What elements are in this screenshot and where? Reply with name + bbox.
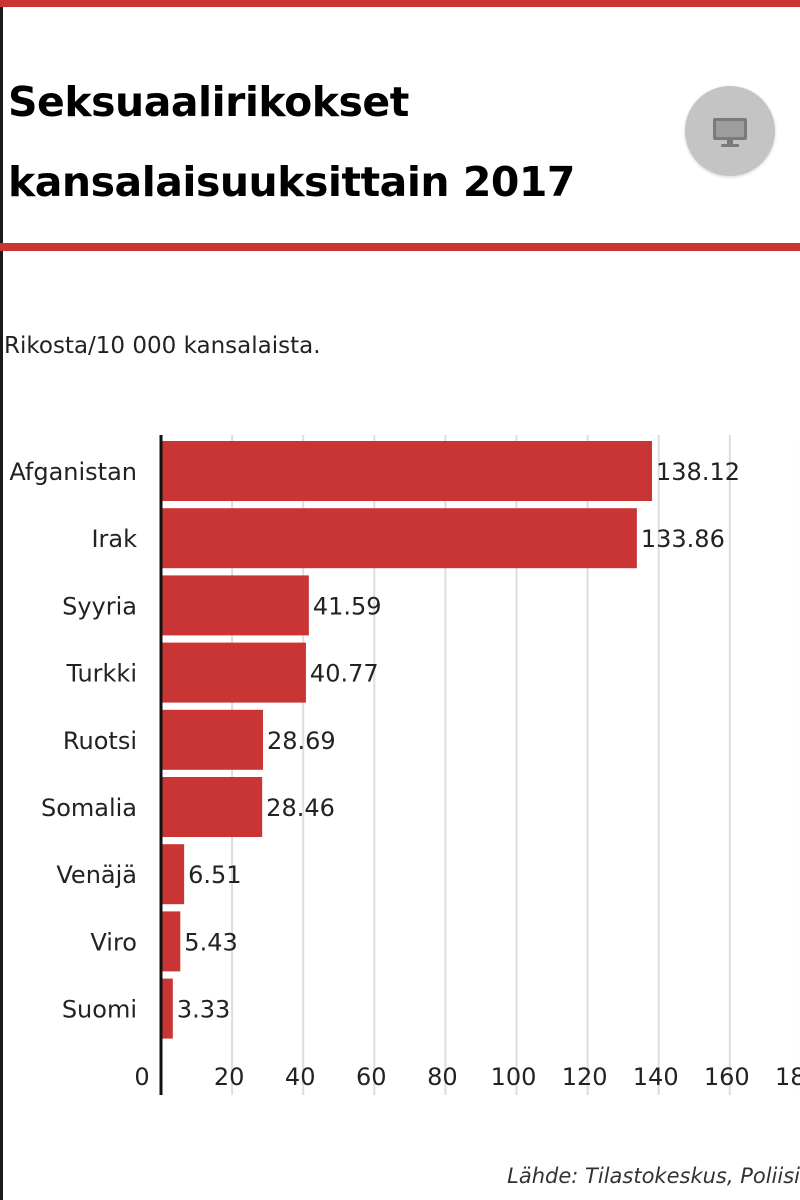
category-label: Afganistan bbox=[9, 458, 137, 486]
value-label: 5.43 bbox=[184, 928, 237, 956]
value-label: 6.51 bbox=[188, 861, 241, 889]
monitor-icon bbox=[713, 118, 747, 147]
value-label: 40.77 bbox=[310, 660, 379, 688]
x-tick-label: 100 bbox=[491, 1063, 537, 1091]
category-label: Venäjä bbox=[56, 861, 137, 889]
category-label: Turkki bbox=[65, 660, 137, 688]
value-label: 28.69 bbox=[267, 727, 336, 755]
bar bbox=[161, 844, 185, 905]
category-label: Syyria bbox=[62, 592, 137, 620]
chart-subtitle: Rikosta/10 000 kansalaista. bbox=[4, 333, 321, 359]
value-label: 138.12 bbox=[656, 458, 740, 486]
value-label: 3.33 bbox=[177, 996, 230, 1024]
bar bbox=[161, 911, 181, 972]
value-label: 28.46 bbox=[266, 794, 335, 822]
x-tick-label: 80 bbox=[427, 1063, 458, 1091]
bar bbox=[161, 777, 263, 837]
bar bbox=[161, 642, 306, 703]
x-tick-label: 20 bbox=[214, 1063, 245, 1091]
bar bbox=[161, 508, 637, 569]
x-tick-label: 180 bbox=[775, 1063, 800, 1091]
category-label: Viro bbox=[90, 928, 137, 956]
bar bbox=[161, 575, 309, 636]
category-label: Suomi bbox=[62, 996, 137, 1024]
x-tick-label: 40 bbox=[285, 1063, 316, 1091]
chart-title: Seksuaalirikokset kansalaisuuksittain 20… bbox=[8, 78, 575, 206]
title-accent-rule bbox=[0, 243, 800, 251]
x-tick-label: 160 bbox=[704, 1063, 750, 1091]
fullscreen-button[interactable] bbox=[685, 86, 775, 176]
frame-border bbox=[0, 0, 3, 1200]
source-note: Lähde: Tilastokeskus, Poliisi bbox=[507, 1164, 800, 1188]
category-label: Irak bbox=[91, 525, 137, 553]
x-tick-label: 120 bbox=[562, 1063, 608, 1091]
value-label: 133.86 bbox=[641, 525, 725, 553]
top-accent-rule bbox=[0, 0, 800, 7]
category-label: Ruotsi bbox=[63, 727, 137, 755]
bar bbox=[161, 441, 653, 501]
bar bbox=[161, 709, 263, 770]
bar bbox=[161, 978, 173, 1039]
x-tick-label: 0 bbox=[134, 1063, 149, 1091]
category-label: Somalia bbox=[41, 794, 137, 822]
x-tick-label: 60 bbox=[356, 1063, 387, 1091]
x-tick-label: 140 bbox=[633, 1063, 679, 1091]
value-label: 41.59 bbox=[313, 592, 382, 620]
